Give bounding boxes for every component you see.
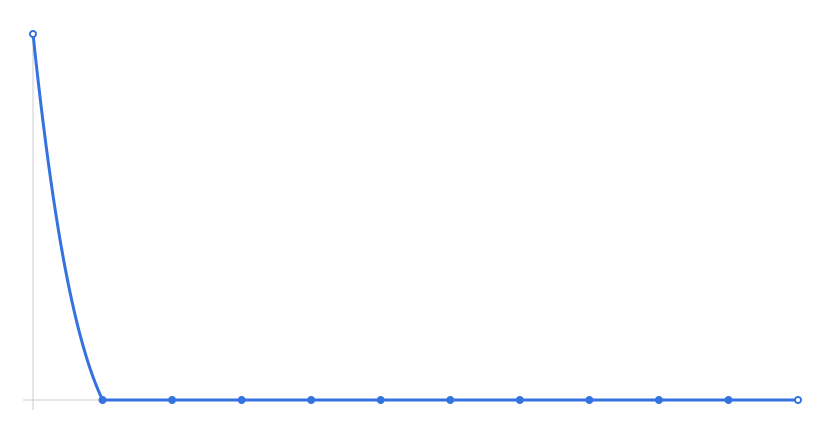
data-point [307, 396, 316, 404]
data-point [446, 396, 455, 404]
data-point [29, 30, 37, 38]
points-layer [29, 30, 802, 404]
axes [23, 34, 798, 410]
data-point [724, 396, 733, 404]
data-point [98, 396, 107, 404]
series-line-0 [31, 32, 800, 402]
data-point [237, 396, 246, 404]
data-point [794, 396, 802, 404]
data-point [168, 396, 177, 404]
data-point [585, 396, 594, 404]
data-point [376, 396, 385, 404]
data-point [654, 396, 663, 404]
data-point [515, 396, 524, 404]
series-layer [31, 32, 800, 402]
